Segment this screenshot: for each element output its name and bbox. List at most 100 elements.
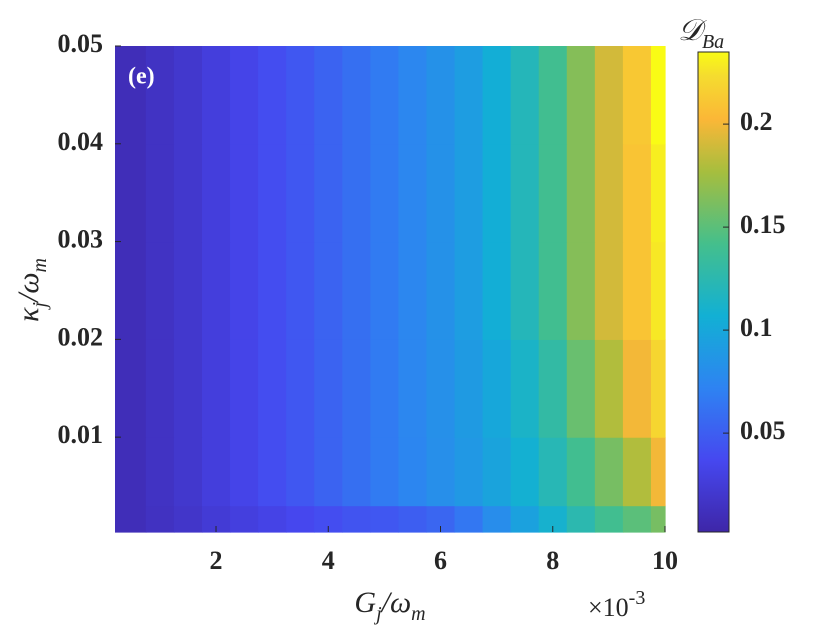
heatmap-cell bbox=[230, 437, 259, 507]
y-tick-label: 0.04 bbox=[58, 127, 104, 156]
heatmap-cell bbox=[314, 143, 343, 243]
x-multiplier: ×10-3 bbox=[588, 587, 645, 622]
heatmap-cell bbox=[370, 241, 400, 340]
colorbar-tick-label: 0.15 bbox=[740, 210, 786, 239]
x-tick-label: 8 bbox=[546, 546, 559, 575]
heatmap-cell bbox=[622, 241, 652, 340]
heatmap-cell bbox=[594, 437, 624, 507]
heatmap-cell bbox=[145, 241, 175, 340]
heatmap-cell bbox=[230, 143, 259, 243]
heatmap-cell bbox=[594, 46, 624, 145]
heatmap-cell bbox=[426, 339, 456, 438]
heatmap-cell bbox=[398, 143, 428, 243]
heatmap-cell bbox=[398, 437, 428, 507]
heatmap-cell bbox=[510, 241, 540, 340]
heatmap-cell bbox=[286, 339, 315, 438]
heatmap-cell bbox=[370, 46, 400, 145]
heatmap-cell bbox=[538, 143, 568, 243]
heatmap-cell bbox=[342, 437, 371, 507]
heatmap-cell bbox=[482, 46, 512, 145]
heatmap-cell bbox=[622, 46, 652, 145]
heatmap-cell bbox=[650, 437, 666, 507]
heatmap-cell bbox=[566, 505, 596, 533]
heatmap-cell bbox=[342, 143, 371, 243]
heatmap-cell bbox=[566, 143, 596, 243]
heatmap-cell bbox=[230, 339, 259, 438]
heatmap-cell bbox=[201, 437, 231, 507]
heatmap-cell bbox=[650, 143, 666, 243]
heatmap-cell bbox=[258, 241, 287, 340]
heatmap-cell bbox=[230, 46, 259, 145]
heatmap-cell bbox=[594, 143, 624, 243]
heatmap-cell bbox=[538, 437, 568, 507]
heatmap-cell bbox=[538, 339, 568, 438]
y-tick-label: 0.01 bbox=[58, 420, 104, 449]
heatmap-cell bbox=[286, 505, 315, 533]
heatmap-cell bbox=[115, 339, 147, 438]
heatmap-cell bbox=[426, 437, 456, 507]
x-tick-label: 2 bbox=[210, 546, 223, 575]
heatmap-cell bbox=[566, 339, 596, 438]
heatmap-cell bbox=[622, 339, 652, 438]
heatmap-cell bbox=[173, 241, 203, 340]
heatmap-cell bbox=[115, 241, 147, 340]
panel-label: (e) bbox=[128, 64, 155, 90]
x-axis-label: Gj/ωm bbox=[354, 586, 425, 625]
heatmap-cell bbox=[426, 46, 456, 145]
heatmap-cell bbox=[370, 437, 400, 507]
heatmap-cell bbox=[258, 143, 287, 243]
heatmap-cell bbox=[258, 437, 287, 507]
heatmap-cell bbox=[201, 46, 231, 145]
heatmap-cell bbox=[622, 505, 652, 533]
heatmap-cell bbox=[650, 46, 666, 145]
heatmap-cell bbox=[173, 505, 203, 533]
heatmap bbox=[115, 46, 666, 533]
heatmap-cell bbox=[115, 437, 147, 507]
heatmap-cell bbox=[426, 241, 456, 340]
heatmap-cell bbox=[342, 241, 371, 340]
heatmap-cell bbox=[342, 505, 371, 533]
heatmap-cell bbox=[454, 241, 484, 340]
heatmap-cell bbox=[426, 143, 456, 243]
heatmap-cell bbox=[538, 46, 568, 145]
heatmap-cell bbox=[173, 437, 203, 507]
heatmap-cell bbox=[145, 143, 175, 243]
heatmap-cell bbox=[230, 241, 259, 340]
heatmap-cell bbox=[482, 505, 512, 533]
heatmap-cell bbox=[510, 143, 540, 243]
colorbar-label: 𝒟Ba bbox=[678, 14, 724, 53]
heatmap-cell bbox=[314, 241, 343, 340]
heatmap-cell bbox=[286, 437, 315, 507]
heatmap-cell bbox=[566, 241, 596, 340]
heatmap-cell bbox=[286, 143, 315, 243]
heatmap-cell bbox=[370, 505, 400, 533]
heatmap-cell bbox=[173, 46, 203, 145]
heatmap-cell bbox=[230, 505, 259, 533]
heatmap-cell bbox=[258, 46, 287, 145]
y-tick-label: 0.05 bbox=[58, 29, 104, 58]
heatmap-cell bbox=[594, 339, 624, 438]
heatmap-cell bbox=[510, 437, 540, 507]
heatmap-cell bbox=[370, 339, 400, 438]
heatmap-cell bbox=[594, 505, 624, 533]
heatmap-cell bbox=[314, 46, 343, 145]
heatmap-cell bbox=[115, 505, 147, 533]
heatmap-cell bbox=[454, 339, 484, 438]
heatmap-cell bbox=[145, 437, 175, 507]
heatmap-cell bbox=[115, 143, 147, 243]
heatmap-cell bbox=[454, 437, 484, 507]
colorbar-tick-label: 0.05 bbox=[740, 416, 786, 445]
heatmap-cell bbox=[286, 241, 315, 340]
heatmap-cell bbox=[115, 46, 147, 145]
colorbar bbox=[697, 51, 730, 533]
heatmap-cell bbox=[398, 241, 428, 340]
heatmap-cell bbox=[258, 339, 287, 438]
x-tick-label: 6 bbox=[434, 546, 447, 575]
heatmap-cell bbox=[145, 339, 175, 438]
colorbar-tick-label: 0.1 bbox=[740, 313, 773, 342]
heatmap-cell bbox=[454, 143, 484, 243]
y-axis-label: κj/ωm bbox=[12, 258, 51, 322]
heatmap-cell bbox=[650, 505, 666, 533]
y-tick-label: 0.02 bbox=[58, 322, 104, 351]
